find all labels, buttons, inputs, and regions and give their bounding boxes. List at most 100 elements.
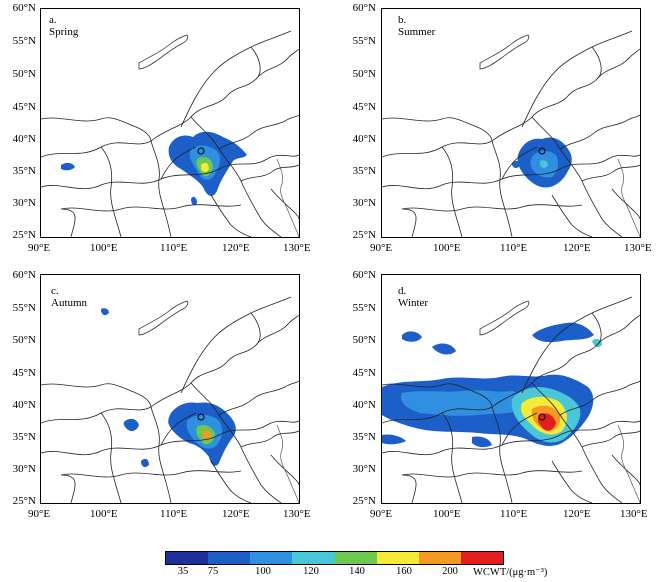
colorbar-swatch <box>460 552 503 564</box>
colorbar-tick: 120 <box>303 566 319 577</box>
concentration-region <box>382 434 406 445</box>
colorbar-swatch <box>376 552 419 564</box>
colorbar-swatch <box>292 552 335 564</box>
boundary-line <box>521 30 633 128</box>
boundary-line <box>210 460 252 503</box>
lat-label: 45°N <box>12 101 36 113</box>
boundary-line <box>60 470 242 478</box>
boundary-line <box>160 412 197 446</box>
lat-label: 60°N <box>352 269 376 281</box>
colorbar-tick: 35 <box>177 566 189 577</box>
map-svg-winter <box>382 296 640 503</box>
colorbar-swatch <box>166 552 209 564</box>
lat-label: 60°N <box>12 2 36 14</box>
lat-label: 55°N <box>352 35 376 47</box>
boundary-line <box>41 383 152 408</box>
lat-label: 30°N <box>12 463 36 475</box>
lon-label: 120°E <box>563 242 591 254</box>
boundary-line <box>250 312 261 346</box>
boundary-line <box>441 146 463 237</box>
lon-label: 110°E <box>160 242 188 254</box>
lake-outline <box>138 34 189 70</box>
boundary-line <box>401 470 583 478</box>
lat-label: 40°N <box>12 133 36 145</box>
concentration-region <box>123 418 139 432</box>
boundary-line <box>210 194 252 237</box>
boundary-line <box>611 454 640 486</box>
lat-label: 40°N <box>352 133 376 145</box>
site-marker <box>538 413 546 421</box>
panel-title-autumn: c. Autumn <box>51 285 88 309</box>
boundary-line <box>270 454 299 486</box>
concentration-region <box>203 430 211 440</box>
concentration-region <box>191 196 197 206</box>
lat-label: 50°N <box>12 68 36 80</box>
map-spring <box>40 8 300 238</box>
coastline <box>617 424 640 503</box>
coastline <box>617 158 640 237</box>
concentration-region <box>101 308 109 316</box>
boundary-line <box>382 383 493 408</box>
lat-label: 35°N <box>12 165 36 177</box>
boundary-line <box>41 117 152 142</box>
colorbar-swatch <box>208 552 251 564</box>
colorbar-unit: WCWT/(μg·m⁻³) <box>473 567 548 578</box>
concentration-region <box>61 162 75 171</box>
lon-label: 130°E <box>283 242 311 254</box>
boundary-line <box>521 296 633 394</box>
boundary-line <box>501 146 538 180</box>
boundary-line <box>60 474 76 503</box>
site-marker <box>197 147 205 155</box>
boundary-line <box>382 117 493 142</box>
concentration-region <box>141 458 149 468</box>
lat-label: 30°N <box>352 197 376 209</box>
boundary-line <box>218 380 299 416</box>
lon-label: 130°E <box>620 508 648 520</box>
boundary-line <box>150 406 172 503</box>
boundary-line <box>218 114 299 150</box>
colorbar-tick: 140 <box>349 566 365 577</box>
boundary-line <box>382 420 640 456</box>
map-summer <box>381 8 641 238</box>
boundary-line <box>382 48 640 158</box>
boundary-line <box>401 208 417 237</box>
lat-label: 45°N <box>352 101 376 113</box>
concentration-region <box>472 436 492 448</box>
boundary-line <box>591 46 602 80</box>
lon-label: 120°E <box>222 242 250 254</box>
lat-label: 25°N <box>352 495 376 507</box>
concentration-region <box>400 390 524 416</box>
boundary-line <box>441 412 463 503</box>
lon-label: 110°E <box>160 508 188 520</box>
lon-label: 90°E <box>370 508 393 520</box>
colorbar-tick: 160 <box>396 566 412 577</box>
boundary-line <box>240 430 299 448</box>
lon-label: 130°E <box>283 508 311 520</box>
lake-outline <box>138 300 189 336</box>
lon-label: 100°E <box>433 508 461 520</box>
boundary-line <box>60 208 76 237</box>
map-svg-spring <box>41 30 299 237</box>
lon-label: 100°E <box>90 242 118 254</box>
boundary-line <box>551 194 593 237</box>
concentration-region <box>537 413 556 431</box>
lat-label: 25°N <box>12 495 36 507</box>
lat-label: 55°N <box>352 302 376 314</box>
lat-label: 45°N <box>352 367 376 379</box>
colorbar-tick: 75 <box>207 566 219 577</box>
lon-label: 120°E <box>222 508 250 520</box>
concentration-region <box>532 322 594 343</box>
concentration-region <box>592 338 602 348</box>
colorbar-tick: 100 <box>255 566 271 577</box>
lat-label: 50°N <box>12 334 36 346</box>
concentration-region <box>201 162 209 172</box>
lat-label: 35°N <box>12 431 36 443</box>
boundary-line <box>180 296 292 394</box>
lake-outline <box>479 300 530 336</box>
lat-label: 55°N <box>12 302 36 314</box>
boundary-line <box>581 430 640 448</box>
lat-label: 35°N <box>352 431 376 443</box>
lat-label: 25°N <box>352 229 376 241</box>
lat-label: 55°N <box>12 35 36 47</box>
lat-label: 45°N <box>12 367 36 379</box>
